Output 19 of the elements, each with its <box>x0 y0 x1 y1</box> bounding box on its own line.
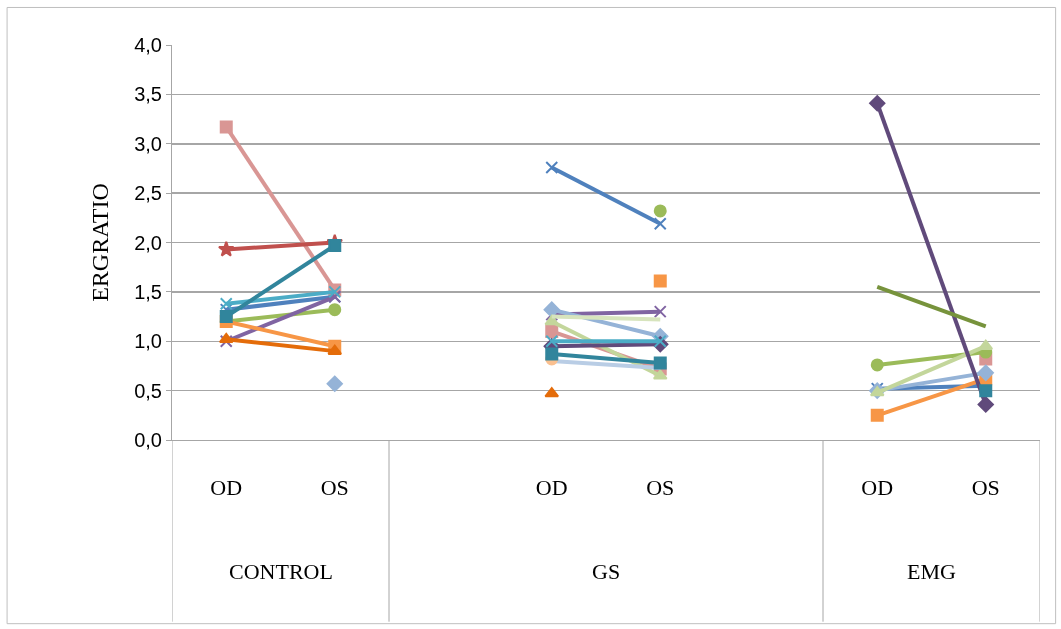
y-tick-label: 2,0 <box>134 231 162 254</box>
y-tick-label: 0,5 <box>134 379 162 402</box>
y-axis-title: ERGRATIO <box>87 183 114 302</box>
x-tick-label: OS <box>971 475 1000 501</box>
y-tick-label: 1,0 <box>134 330 162 353</box>
text: GS <box>592 559 621 584</box>
x-tick-label: OD <box>210 475 243 501</box>
y-tick-label: 3,5 <box>134 83 162 106</box>
text: EMG <box>907 559 956 584</box>
x-tick-label: OS <box>320 475 349 501</box>
x-tick-label: OS <box>646 475 675 501</box>
y-tick-label: 3,0 <box>134 132 162 155</box>
x-tick-label: OD <box>861 475 894 501</box>
text: CONTROL <box>229 559 333 584</box>
y-tick-label: 4,0 <box>134 34 162 56</box>
y-tick-label: 2,5 <box>134 182 162 205</box>
x-tick-label: OD <box>535 475 568 501</box>
y-tick-label: 0,0 <box>134 429 162 451</box>
y-tick-label: 1,5 <box>134 280 162 303</box>
